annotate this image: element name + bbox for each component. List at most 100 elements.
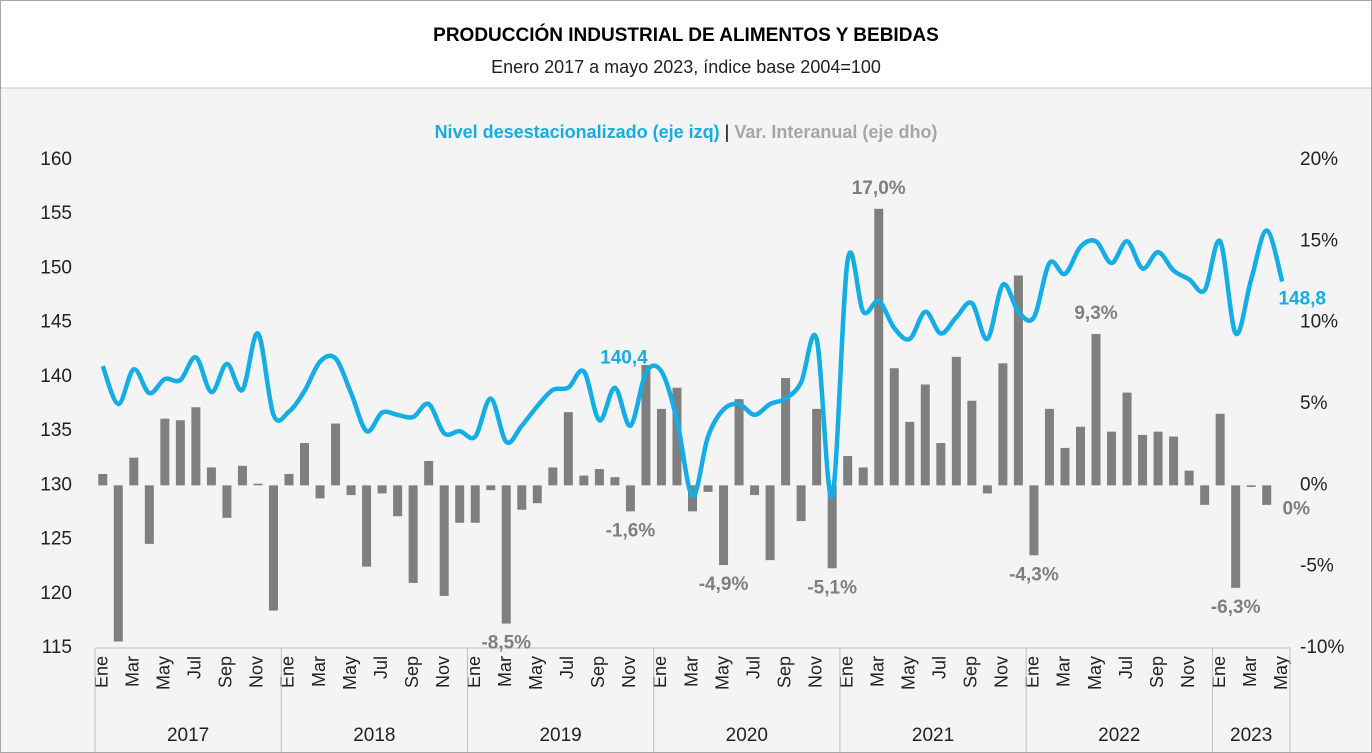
bar: [222, 485, 232, 518]
bar: [812, 408, 822, 486]
bar: [920, 384, 930, 486]
bar: [656, 408, 666, 486]
x-tick-label: May: [526, 656, 546, 690]
bar: [424, 460, 434, 486]
bar: [501, 485, 511, 624]
y2-tick-label: 10%: [1300, 312, 1338, 333]
bar: [362, 485, 372, 567]
bar: [377, 485, 387, 494]
bar: [175, 420, 185, 486]
bar: [982, 485, 992, 494]
x-tick-label: Sep: [774, 656, 794, 688]
bar: [408, 485, 418, 583]
bar: [905, 421, 915, 486]
y2-tick-label: 20%: [1300, 149, 1338, 170]
data-label: 0%: [1283, 498, 1311, 519]
y-tick-label: 135: [40, 420, 72, 441]
x-tick-label: Jul: [1116, 656, 1136, 679]
bar: [455, 485, 465, 523]
bar: [1029, 485, 1039, 556]
x-tick-label: Sep: [216, 656, 236, 688]
bar: [191, 407, 201, 486]
bar: [98, 473, 108, 486]
year-label: 2019: [539, 725, 581, 746]
legend-separator: |: [725, 122, 730, 142]
bar: [1075, 426, 1085, 486]
bar: [781, 377, 791, 486]
year-label: 2022: [1098, 725, 1140, 746]
bar: [936, 443, 946, 486]
bar: [796, 485, 806, 522]
bar: [1200, 485, 1210, 505]
x-tick-label: Ene: [92, 656, 112, 688]
bar: [346, 485, 356, 496]
x-tick-label: Jul: [557, 656, 577, 679]
bar: [1060, 447, 1070, 486]
year-label: 2020: [726, 725, 768, 746]
x-tick-label: Mar: [1054, 656, 1074, 687]
y-tick-label: 140: [40, 366, 72, 387]
x-tick-label: Nov: [805, 656, 825, 688]
bar: [1044, 408, 1054, 486]
data-label: 9,3%: [1074, 303, 1117, 324]
x-tick-label: Mar: [1240, 656, 1260, 687]
x-tick-label: Jul: [930, 656, 950, 679]
x-tick-label: Mar: [309, 656, 329, 687]
bar: [284, 473, 294, 486]
data-label: -1,6%: [606, 520, 656, 541]
bar: [843, 456, 853, 486]
bar: [719, 485, 729, 566]
y2-tick-label: 15%: [1300, 230, 1338, 251]
y-tick-label: 120: [40, 583, 72, 604]
bar: [858, 467, 868, 486]
bar: [129, 457, 139, 486]
bar: [1184, 470, 1194, 486]
x-tick-label: Mar: [867, 656, 887, 687]
bar: [206, 467, 216, 486]
bar: [253, 483, 263, 486]
data-label: -5,1%: [807, 577, 857, 598]
bar: [144, 485, 154, 544]
data-label: -6,3%: [1211, 597, 1261, 618]
x-tick-label: Ene: [1209, 656, 1229, 688]
x-tick-label: Sep: [588, 656, 608, 688]
bar: [625, 485, 635, 512]
year-label: 2017: [167, 725, 209, 746]
bar: [734, 399, 744, 486]
bar: [393, 485, 403, 517]
bar: [1169, 436, 1179, 486]
bar: [486, 485, 496, 491]
bar: [532, 485, 542, 504]
bar: [548, 467, 558, 486]
bar: [641, 364, 651, 486]
bar: [439, 485, 449, 596]
x-tick-label: Jul: [371, 656, 391, 679]
bar: [517, 485, 527, 510]
bar: [594, 469, 604, 486]
y-tick-label: 150: [40, 257, 72, 278]
y-tick-label: 160: [40, 149, 72, 170]
bar: [1107, 431, 1117, 486]
x-tick-label: Jul: [185, 656, 205, 679]
year-label: 2021: [912, 725, 954, 746]
x-tick-label: Sep: [1147, 656, 1167, 688]
bar: [1246, 485, 1256, 487]
y2-tick-label: -10%: [1300, 637, 1344, 658]
line: [100, 228, 1285, 499]
x-tick-label: May: [1085, 656, 1105, 690]
bar: [703, 485, 713, 492]
header-band: [1, 1, 1371, 88]
bar: [874, 208, 884, 486]
data-label: -4,9%: [699, 574, 749, 595]
x-tick-label: Nov: [619, 656, 639, 688]
legend: Nivel desestacionalizado (eje izq) | Var…: [435, 122, 938, 142]
bar: [672, 387, 682, 486]
bar: [1215, 413, 1225, 486]
y-tick-label: 145: [40, 312, 72, 333]
x-tick-label: Ene: [464, 656, 484, 688]
bar: [1091, 334, 1101, 486]
y2-tick-label: -5%: [1300, 556, 1334, 577]
x-tick-label: Jul: [743, 656, 763, 679]
